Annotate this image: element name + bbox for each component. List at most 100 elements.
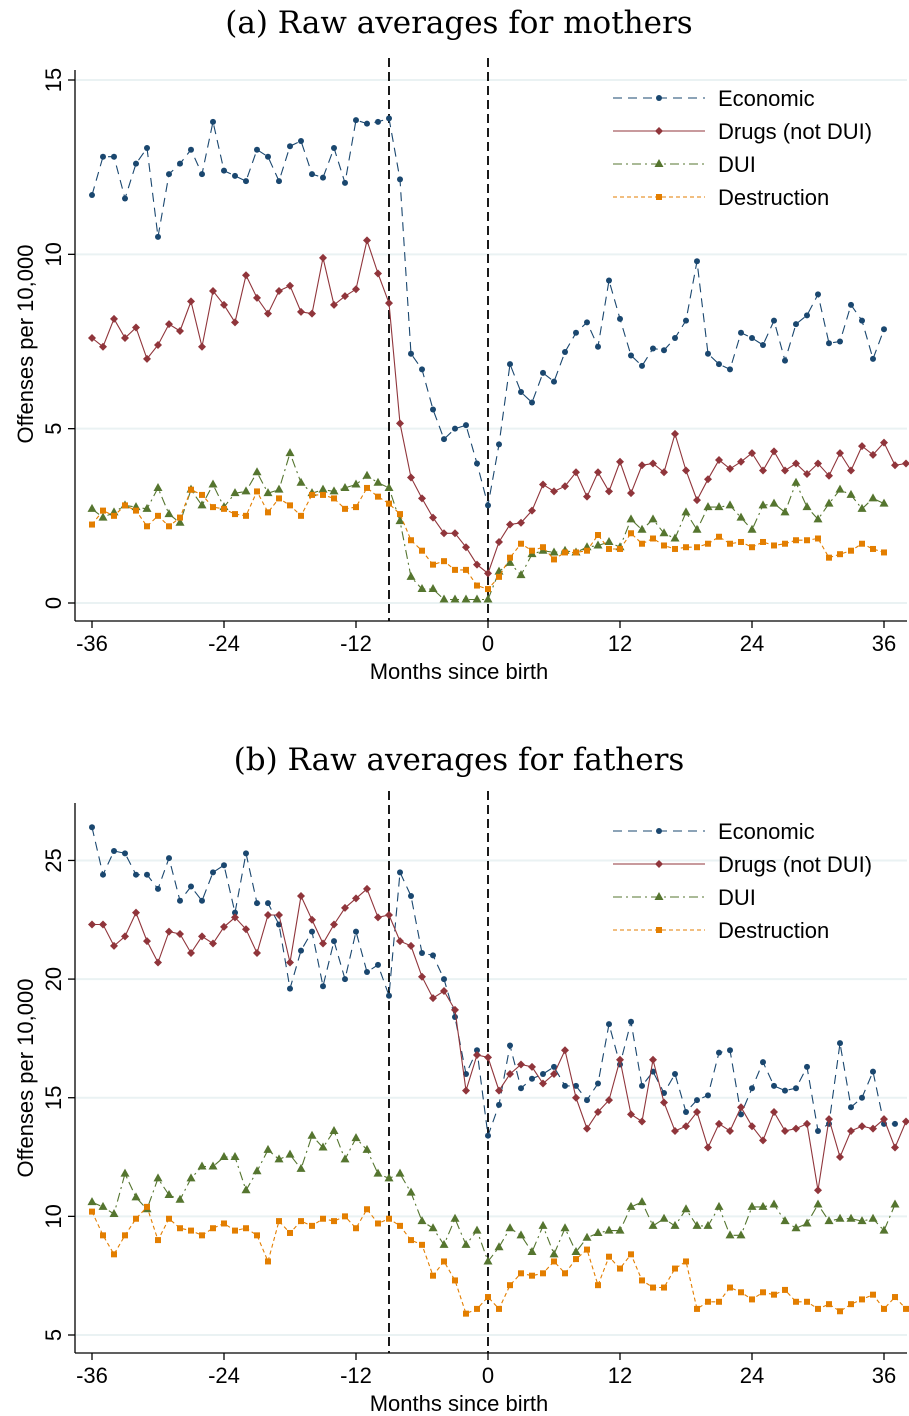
data-point [484,1053,492,1062]
x-axis-label: Months since birth [370,1391,549,1416]
data-point [760,538,766,545]
data-point [99,342,107,351]
data-point [397,869,403,876]
data-point [551,378,557,385]
data-point [605,487,613,496]
data-point [749,1085,755,1092]
data-point [351,479,361,488]
data-point [704,1143,712,1152]
data-point [253,948,261,957]
data-point [265,153,271,160]
data-point [440,529,448,538]
data-point [419,547,425,554]
data-point [342,1213,348,1220]
data-point [320,174,326,181]
data-point [594,468,602,477]
data-point [253,293,261,302]
data-point [551,556,557,563]
data-point [714,1201,724,1210]
data-point [638,461,646,470]
data-point [517,1060,525,1069]
data-point [122,1232,128,1239]
data-point [319,939,327,948]
data-point [263,488,273,497]
data-point [749,335,755,342]
panel-mothers: (a) Raw averages for mothers Months sinc… [13,5,909,684]
data-point [419,366,425,373]
data-point [166,855,172,862]
x-tick-label: 36 [872,1363,896,1388]
data-point [804,312,810,319]
y-tick-label: 15 [41,1085,66,1109]
data-point [331,1218,337,1225]
data-point [837,551,843,558]
data-point [715,1119,723,1128]
data-point [518,389,524,396]
data-point [100,1232,106,1239]
data-point [604,536,614,545]
data-point [803,469,811,478]
data-point [142,503,152,512]
data-point [188,1227,194,1234]
data-point [584,547,590,554]
data-point [164,509,174,518]
data-point [672,335,678,342]
data-point [606,545,612,552]
data-point [738,538,744,545]
data-point [758,500,768,509]
y-tick-label: 15 [41,68,66,92]
data-point [848,1104,854,1111]
data-point [760,341,766,348]
data-point [694,1305,700,1312]
data-point [661,542,667,549]
data-point [88,334,96,343]
data-point [111,153,117,160]
data-point [595,1080,601,1087]
data-point [199,171,205,178]
data-point [626,1201,636,1210]
data-point [100,507,106,514]
data-point [98,1201,108,1210]
data-point [815,535,821,542]
data-point [705,1298,711,1305]
data-point [782,1087,788,1094]
data-point [726,464,734,473]
data-point [320,1215,326,1222]
data-point [727,540,733,547]
data-point [418,494,426,503]
data-point [759,1136,767,1145]
data-point [892,1294,898,1301]
data-point [375,493,381,500]
data-point [340,1154,350,1163]
data-point [241,486,251,495]
data-point [210,118,216,125]
data-point [209,286,217,295]
data-point [793,537,799,544]
data-point [187,948,195,957]
data-point [848,301,854,308]
legend-label: Drugs (not DUI) [718,852,872,877]
data-point [109,1208,119,1217]
data-point [362,470,372,479]
data-point [342,976,348,983]
data-point [572,1093,580,1102]
data-point [441,558,447,565]
data-point [122,850,128,857]
data-point [100,871,106,878]
data-point [483,1256,493,1265]
y-tick-label: 25 [41,848,66,872]
x-tick-label: -24 [208,631,240,656]
data-point [165,320,173,329]
data-point [507,361,513,368]
data-point [208,1161,218,1170]
data-point [176,327,184,336]
data-point [220,300,228,309]
x-tick-label: -24 [208,1363,240,1388]
data-point [529,1272,535,1279]
data-point [232,172,238,179]
data-point [682,1122,690,1131]
data-point [485,1132,491,1139]
data-point [868,1213,878,1222]
data-point [836,1153,844,1162]
data-point [769,1199,779,1208]
